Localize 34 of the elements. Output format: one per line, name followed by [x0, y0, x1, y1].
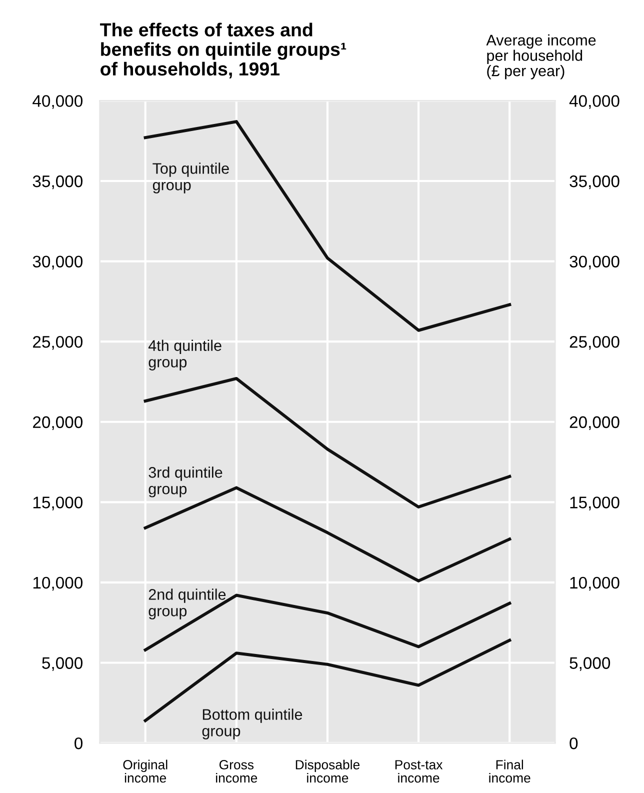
y-tick-label: 40,000: [32, 95, 83, 109]
y2-tick-label: 30,000: [570, 256, 620, 270]
y-tick-label: 25,000: [33, 336, 83, 350]
y2-tick-label: 15,000: [570, 496, 620, 510]
y-tick-label: 5,000: [42, 657, 83, 671]
y2-tick-label: 35,000: [570, 175, 620, 190]
y2-axis-title: Average income per household (£ per year): [486, 34, 596, 80]
x-tick-label: Post-tax income: [395, 760, 443, 783]
line-series: [144, 376, 512, 509]
y2-tick-label: 10,000: [570, 576, 620, 591]
series-label: Top quintile group: [152, 162, 229, 194]
y-tick-label: 10,000: [33, 576, 83, 591]
y-tick-label: 20,000: [33, 416, 83, 430]
line-series: [144, 120, 512, 332]
y2-tick-label: 0: [570, 737, 578, 750]
y2-tick-label: 5,000: [570, 657, 610, 671]
x-tick-label: Disposable income: [296, 760, 360, 783]
series-label: Bottom quintile group: [202, 708, 302, 740]
line-series: [144, 486, 512, 582]
y-tick-label: 0: [74, 737, 82, 750]
x-tick-label: Final income: [489, 760, 530, 783]
x-tick-label: Gross income: [216, 760, 258, 783]
x-tick-label: Original income: [123, 760, 168, 783]
series-label: 2nd quintile group: [148, 588, 226, 620]
y2-tick-label: 20,000: [570, 416, 620, 430]
y-tick-label: 15,000: [33, 496, 83, 510]
series-label: 4th quintile group: [148, 340, 222, 370]
series-label: 3rd quintile group: [148, 466, 222, 498]
y2-tick-label: 25,000: [570, 336, 620, 350]
y-tick-label: 30,000: [32, 256, 83, 270]
y-tick-label: 35,000: [32, 175, 83, 190]
y2-tick-label: 40,000: [569, 95, 620, 109]
line-series: [144, 638, 512, 722]
chart-title: The effects of taxes and benefits on quintile groups¹ of households, 1991: [100, 22, 346, 78]
